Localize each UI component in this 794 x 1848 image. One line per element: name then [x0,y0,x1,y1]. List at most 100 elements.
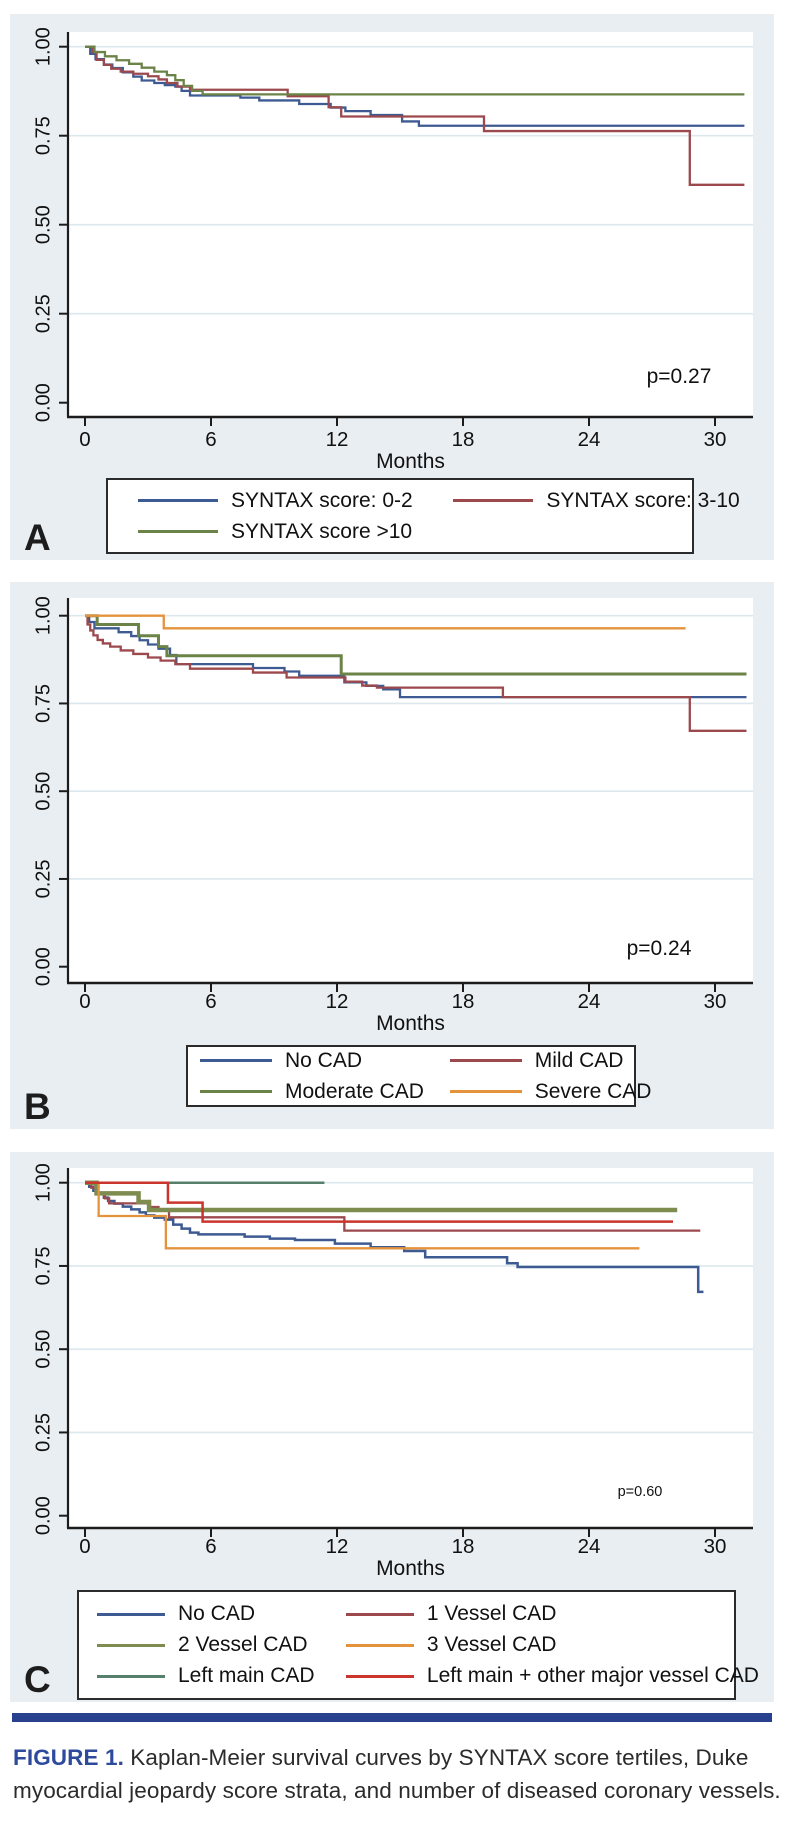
y-tick-label: 0.50 [32,772,54,811]
legend-item-mild-cad: Mild CAD [438,1047,634,1075]
panel-c: 0.00 0.25 0.50 0.75 1.00 0 6 12 18 24 30 Months p=0.… [10,1152,774,1702]
x-tick-label: 30 [704,428,727,451]
y-tick-label: 0.75 [32,1246,54,1285]
legend-item-no-cad: No CAD [79,1600,328,1628]
x-tick-label: 24 [578,428,601,451]
x-tick-label: 24 [578,990,601,1013]
panel-c-chart: 0.00 0.25 0.50 0.75 1.00 0 6 12 18 24 30 Months p=0.… [32,1163,753,1580]
series-line-severe-cad [85,614,686,630]
legend-label: Moderate CAD [285,1079,424,1103]
y-tick-label: 1.00 [32,27,54,66]
x-axis-title: Months [376,1012,445,1035]
y-tick-label: 0.25 [32,294,54,333]
series-line-left-main-other-major-vessel-cad [85,1181,673,1223]
legend-item-left-main-cad: Left main CAD [79,1662,328,1690]
x-tick-label: 12 [326,990,349,1013]
panel-a-legend: SYNTAX score: 0-2 SYNTAX score: 3-10 SYNTA… [106,478,740,554]
y-tick-label: 0.00 [32,1496,54,1535]
legend-line-swatch [453,499,534,502]
legend-item-moderate-cad: Moderate CAD [188,1078,438,1106]
y-tick-label: 0.00 [32,947,54,986]
legend-item-syntax-score-3-10: SYNTAX score: 3-10 [423,487,740,515]
panel-a-chart: 0.00 0.25 0.50 0.75 1.00 0 6 12 18 24 30 Months p=0.… [32,27,753,473]
y-tick-label: 0.25 [32,859,54,898]
x-tick-label: 30 [704,990,727,1013]
y-tick-label: 0.25 [32,1413,54,1452]
p-value-label: p=0.24 [627,937,692,960]
panel-a-label: A [24,517,51,558]
legend-label: SYNTAX score: 3-10 [546,488,740,512]
legend-item-no-cad: No CAD [188,1047,438,1075]
y-tick-label: 1.00 [32,1163,54,1202]
legend-line-swatch [138,530,218,533]
divider-bar [12,1713,772,1722]
x-tick-label: 6 [205,428,216,451]
panel-c-legend: No CAD 1 Vessel CAD 2 Vessel CAD 3 Vessel C… [77,1590,759,1700]
x-axis-title: Months [376,1557,445,1580]
legend-line-swatch [97,1674,165,1678]
panel-c-label: C [24,1659,51,1700]
panel-a: 0.00 0.25 0.50 0.75 1.00 0 6 12 18 24 30 Months p=0.… [10,14,774,560]
legend-item-3-vessel-cad: 3 Vessel CAD [328,1631,734,1659]
p-value-label: p=0.27 [647,365,712,388]
legend-item-syntax-score-0-2: SYNTAX score: 0-2 [108,487,423,515]
y-tick-label: 0.75 [32,116,54,155]
legend-line-swatch [345,1612,414,1616]
x-tick-label: 12 [326,1535,349,1558]
series-line-syntax-score-10 [85,45,745,96]
panel-b-chart: 0.00 0.25 0.50 0.75 1.00 0 6 12 18 24 30 Months p=0.… [32,596,753,1035]
x-tick-label: 0 [79,428,90,451]
figure-caption: FIGURE 1. Kaplan-Meier survival curves b… [13,1742,783,1807]
x-tick-label: 18 [452,428,475,451]
legend-line-swatch [449,1059,522,1062]
legend-item-1-vessel-cad: 1 Vessel CAD [328,1600,734,1628]
panel-b-label: B [24,1086,51,1127]
legend-line-swatch [97,1643,165,1647]
legend-line-swatch [345,1643,414,1647]
legend-line-swatch [200,1059,272,1062]
x-tick-label: 12 [326,428,349,451]
y-tick-label: 0.50 [32,1330,54,1369]
legend-label: 1 Vessel CAD [426,1602,557,1625]
series-line-moderate-cad [85,614,747,676]
y-tick-label: 0.75 [32,684,54,723]
x-axis-title: Months [376,450,445,473]
legend-label: Left main CAD [178,1664,315,1687]
legend-label: 3 Vessel CAD [426,1633,557,1656]
p-value-label: p=0.60 [618,1484,663,1500]
figure-caption-text: Kaplan-Meier survival curves by SYNTAX s… [13,1745,781,1803]
x-tick-label: 0 [79,990,90,1013]
legend-line-swatch [200,1090,272,1093]
legend-item-2-vessel-cad: 2 Vessel CAD [79,1631,328,1659]
series-line-mild-cad [85,614,747,732]
legend-item-syntax-score-10: SYNTAX score >10 [108,518,423,546]
legend-line-swatch [449,1090,522,1093]
panel-b: 0.00 0.25 0.50 0.75 1.00 0 6 12 18 24 30 Months p=0.… [10,582,774,1129]
legend-label: SYNTAX score >10 [231,519,413,543]
legend-label: Left main + other major vessel CAD [426,1664,759,1687]
series-line-2-vessel-cad [85,1180,678,1213]
x-tick-label: 18 [452,1535,475,1558]
series-line-syntax-score-3-10 [85,45,745,186]
legend-item-left-main-other-major-vessel-cad: Left main + other major vessel CAD [328,1662,759,1690]
legend-label: No CAD [178,1602,256,1625]
x-tick-label: 24 [578,1535,601,1558]
y-tick-label: 0.50 [32,205,54,244]
legend-label: 2 Vessel CAD [178,1633,308,1656]
legend-line-swatch [345,1674,414,1678]
x-tick-label: 30 [704,1535,727,1558]
y-tick-label: 0.00 [32,383,54,422]
x-tick-label: 0 [79,1535,90,1558]
legend-line-swatch [138,499,218,502]
panel-b-legend: No CAD Mild CAD Moderate CAD Severe CAD [186,1045,651,1107]
x-tick-label: 6 [205,990,216,1013]
x-tick-label: 18 [452,990,475,1013]
legend-line-swatch [97,1612,165,1616]
legend-label: SYNTAX score: 0-2 [231,488,413,512]
figure-caption-number: FIGURE 1. [13,1745,124,1770]
legend-label: Severe CAD [534,1079,652,1103]
legend-label: No CAD [285,1048,363,1072]
legend-label: Mild CAD [534,1048,624,1072]
x-tick-label: 6 [205,1535,216,1558]
